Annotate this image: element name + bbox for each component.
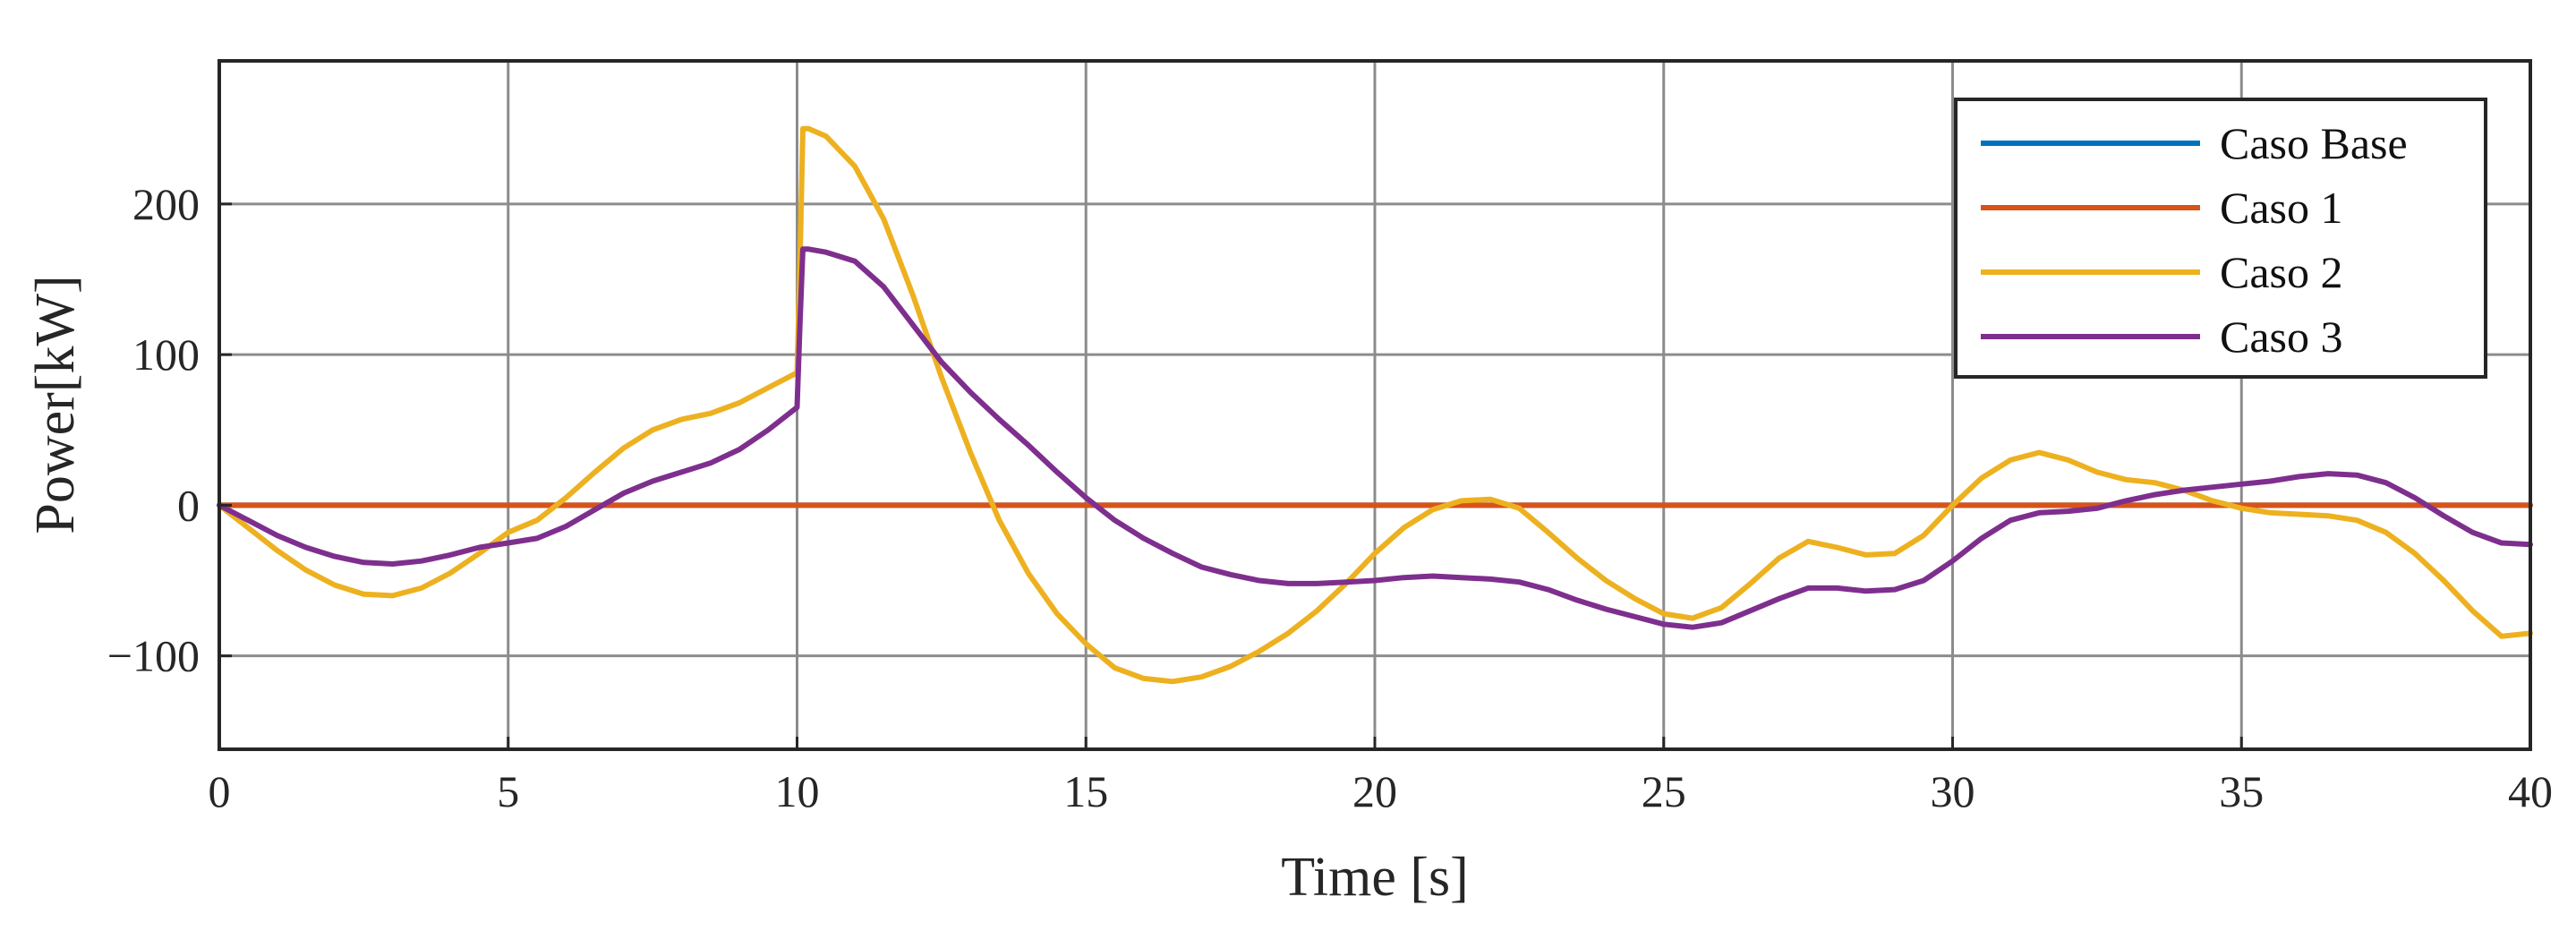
- x-tick-label: 10: [775, 766, 820, 816]
- x-axis-ticks: 0 5 10 15 20 25 30 35 40: [209, 737, 2553, 816]
- x-tick-label: 5: [497, 766, 519, 816]
- x-tick-label: 40: [2508, 766, 2553, 816]
- legend-label: Caso Base: [2220, 118, 2408, 168]
- legend-item-caso-base: Caso Base: [1981, 118, 2408, 168]
- x-tick-label: 15: [1063, 766, 1108, 816]
- data-series: [217, 125, 2533, 685]
- legend-label: Caso 2: [2220, 247, 2343, 297]
- legend-label: Caso 3: [2220, 312, 2343, 362]
- x-tick-label: 35: [2219, 766, 2264, 816]
- x-tick-label: 25: [1642, 766, 1686, 816]
- x-tick-label: 0: [209, 766, 231, 816]
- legend-label: Caso 1: [2220, 183, 2343, 233]
- y-axis-label: Power[kW]: [25, 275, 86, 534]
- legend-entries: Caso Base Caso 1 Caso 2 Caso 3: [1981, 118, 2408, 362]
- y-axis-ticks: −100 0 100 200: [107, 179, 232, 681]
- legend-item-caso-1: Caso 1: [1981, 183, 2343, 233]
- y-tick-label: 0: [177, 480, 200, 530]
- x-axis-label: Time [s]: [1281, 847, 1469, 908]
- y-tick-label: −100: [107, 631, 200, 681]
- series-line-caso-3: [217, 246, 2533, 630]
- y-tick-label: 100: [132, 329, 200, 380]
- legend-item-caso-3: Caso 3: [1981, 312, 2343, 362]
- legend-item-caso-2: Caso 2: [1981, 247, 2343, 297]
- legend: Caso Base Caso 1 Caso 2 Caso 3: [1954, 98, 2487, 379]
- x-tick-label: 20: [1352, 766, 1397, 816]
- series-line-caso-2: [217, 125, 2533, 685]
- y-tick-label: 200: [132, 179, 200, 229]
- x-tick-label: 30: [1931, 766, 1975, 816]
